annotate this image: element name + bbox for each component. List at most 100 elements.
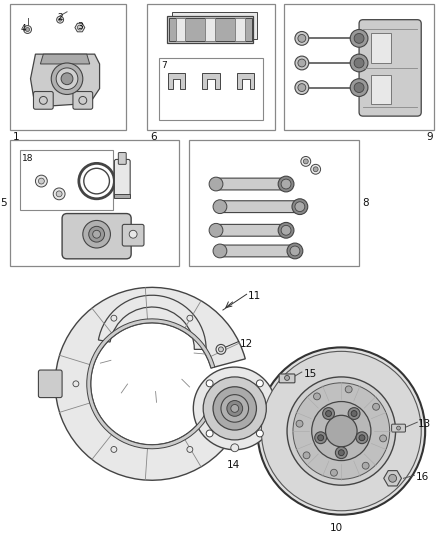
Bar xyxy=(205,18,215,42)
Circle shape xyxy=(83,221,110,248)
Text: 12: 12 xyxy=(240,338,253,349)
Circle shape xyxy=(209,177,223,191)
Circle shape xyxy=(206,430,213,437)
Circle shape xyxy=(303,452,310,459)
Circle shape xyxy=(206,380,213,387)
Circle shape xyxy=(298,84,306,92)
Circle shape xyxy=(35,175,47,187)
Circle shape xyxy=(290,246,300,256)
Circle shape xyxy=(348,408,360,419)
FancyBboxPatch shape xyxy=(118,152,126,164)
FancyBboxPatch shape xyxy=(219,201,302,213)
Circle shape xyxy=(73,381,79,387)
Circle shape xyxy=(56,68,78,90)
Circle shape xyxy=(278,176,294,192)
Circle shape xyxy=(301,157,311,166)
Circle shape xyxy=(281,225,291,235)
FancyBboxPatch shape xyxy=(33,92,53,109)
Polygon shape xyxy=(172,12,258,39)
Circle shape xyxy=(209,223,223,237)
Circle shape xyxy=(362,462,369,469)
Text: 9: 9 xyxy=(426,132,433,142)
Circle shape xyxy=(256,380,263,387)
Circle shape xyxy=(295,80,309,94)
Circle shape xyxy=(231,444,239,451)
FancyBboxPatch shape xyxy=(122,224,144,246)
Circle shape xyxy=(51,63,83,94)
Circle shape xyxy=(203,377,266,440)
Text: 11: 11 xyxy=(247,292,261,301)
Wedge shape xyxy=(55,287,245,480)
Circle shape xyxy=(59,18,62,21)
FancyBboxPatch shape xyxy=(114,159,130,198)
Circle shape xyxy=(39,178,44,184)
Bar xyxy=(189,140,359,266)
FancyBboxPatch shape xyxy=(62,214,131,259)
Circle shape xyxy=(359,435,365,441)
FancyBboxPatch shape xyxy=(219,245,297,257)
Circle shape xyxy=(258,348,425,515)
Text: 6: 6 xyxy=(150,132,156,142)
Circle shape xyxy=(295,31,309,45)
Circle shape xyxy=(256,430,263,437)
Circle shape xyxy=(325,410,332,416)
Circle shape xyxy=(53,188,65,200)
Circle shape xyxy=(293,383,390,479)
Circle shape xyxy=(350,29,368,47)
Polygon shape xyxy=(202,73,220,88)
Circle shape xyxy=(338,450,344,456)
Text: 18: 18 xyxy=(21,154,33,163)
Circle shape xyxy=(331,469,337,476)
Circle shape xyxy=(278,222,294,238)
Circle shape xyxy=(287,377,396,485)
Circle shape xyxy=(187,315,193,321)
Circle shape xyxy=(24,26,32,34)
Circle shape xyxy=(216,344,226,354)
Circle shape xyxy=(312,401,371,461)
Polygon shape xyxy=(31,54,99,106)
Polygon shape xyxy=(167,16,254,43)
Circle shape xyxy=(25,28,29,31)
Circle shape xyxy=(354,83,364,93)
Circle shape xyxy=(350,79,368,96)
Circle shape xyxy=(285,375,290,381)
Text: 1: 1 xyxy=(13,132,19,142)
Bar xyxy=(20,150,113,210)
FancyBboxPatch shape xyxy=(215,178,288,190)
Circle shape xyxy=(93,230,101,238)
Circle shape xyxy=(227,400,243,416)
Polygon shape xyxy=(75,23,85,32)
Circle shape xyxy=(354,34,364,43)
Bar xyxy=(371,75,391,104)
Circle shape xyxy=(213,244,227,258)
Circle shape xyxy=(314,393,321,400)
Circle shape xyxy=(315,432,327,443)
Bar xyxy=(147,4,275,130)
Bar xyxy=(235,18,244,42)
FancyBboxPatch shape xyxy=(73,92,93,109)
Circle shape xyxy=(89,227,105,242)
Polygon shape xyxy=(237,73,254,88)
Circle shape xyxy=(295,56,309,70)
Circle shape xyxy=(304,159,308,164)
Text: 5: 5 xyxy=(0,198,7,208)
Circle shape xyxy=(79,96,87,104)
Wedge shape xyxy=(99,295,206,349)
Polygon shape xyxy=(40,54,90,64)
Circle shape xyxy=(287,243,303,259)
FancyBboxPatch shape xyxy=(215,224,288,236)
Circle shape xyxy=(61,73,73,85)
Polygon shape xyxy=(384,471,402,486)
Circle shape xyxy=(298,59,306,67)
Circle shape xyxy=(296,420,303,427)
Circle shape xyxy=(323,408,335,419)
Circle shape xyxy=(57,16,64,23)
Circle shape xyxy=(373,403,379,410)
Circle shape xyxy=(213,387,257,430)
Circle shape xyxy=(311,164,321,174)
Circle shape xyxy=(389,474,396,482)
Circle shape xyxy=(56,191,62,197)
Text: 14: 14 xyxy=(227,459,240,470)
Circle shape xyxy=(111,315,117,321)
Circle shape xyxy=(292,199,308,215)
